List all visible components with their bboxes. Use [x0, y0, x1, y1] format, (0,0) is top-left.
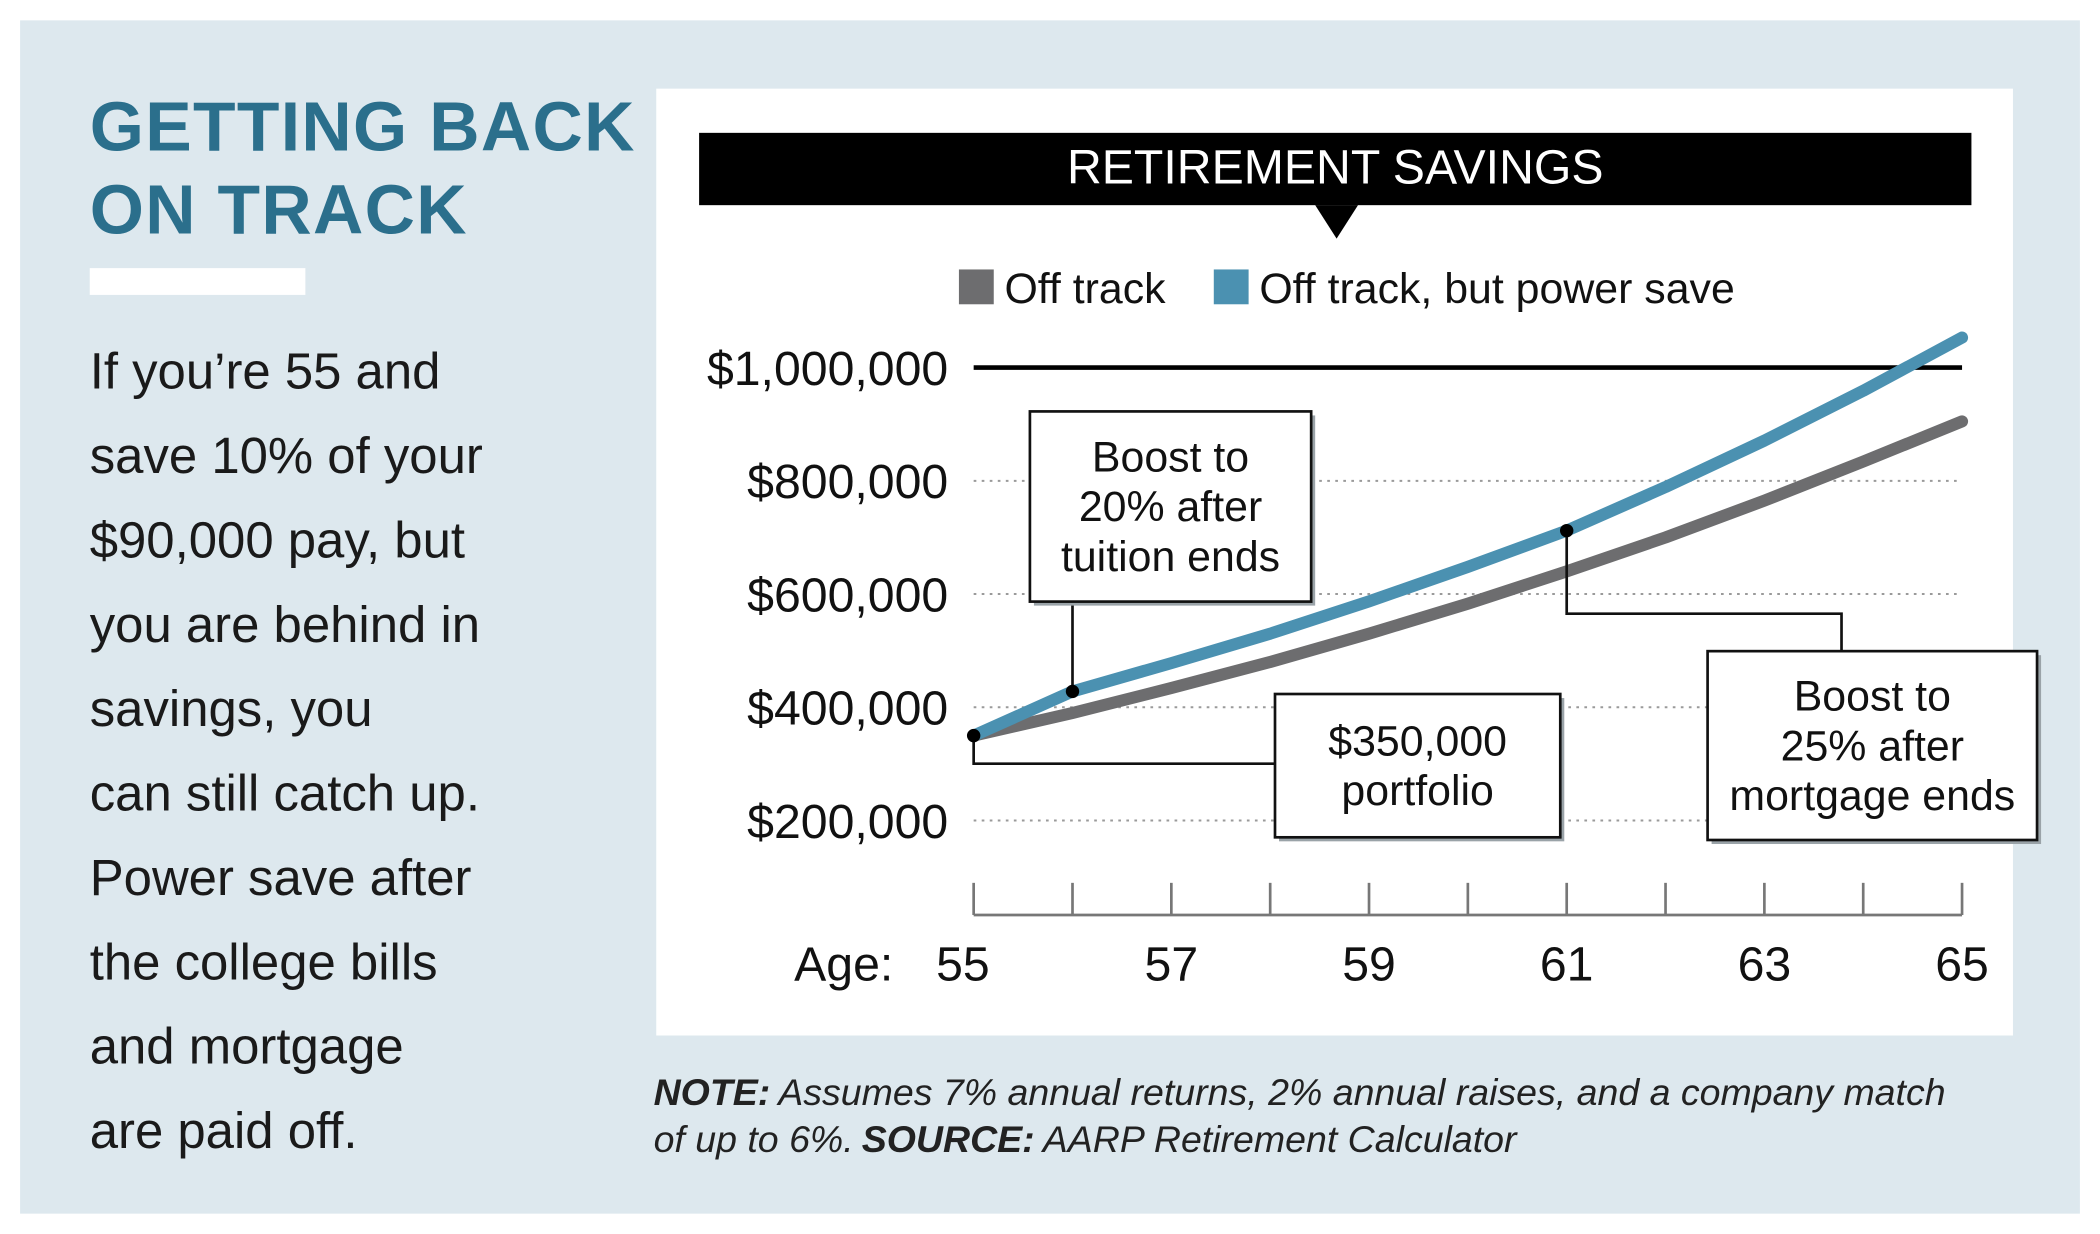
sidebar-title: GETTING BACK — [90, 87, 636, 165]
legend-label: Off track — [1004, 265, 1166, 313]
annotation-point — [1560, 523, 1574, 538]
title-rule — [89, 268, 306, 295]
annotation-text: tuition ends — [1061, 533, 1280, 581]
note-line: NOTE: Assumes 7% annual returns, 2% annua… — [654, 1071, 1946, 1113]
sidebar-body: are paid off. — [90, 1102, 358, 1159]
annotation-text: mortgage ends — [1729, 772, 2015, 820]
annotation-text: Boost to — [1794, 673, 1951, 721]
legend-label: Off track, but power save — [1259, 265, 1734, 313]
sidebar-body: If you’re 55 and — [90, 343, 441, 400]
sidebar-body: you are behind in — [90, 596, 480, 653]
annotation-box — [1028, 410, 1313, 603]
sidebar-body: $90,000 pay, but — [90, 511, 465, 568]
source-label: SOURCE: — [862, 1118, 1035, 1160]
sidebar-body: and mortgage — [90, 1018, 404, 1075]
annotation-leader — [972, 735, 1275, 765]
note-label: NOTE: — [654, 1071, 771, 1113]
y-tick-label: $1,000,000 — [707, 342, 948, 396]
annotation-text: 20% after — [1079, 483, 1262, 531]
annotation-leader — [1565, 530, 1843, 652]
title-pointer — [1315, 205, 1359, 239]
x-tick-label: 63 — [1738, 938, 1792, 992]
x-tick-label: 57 — [1145, 938, 1199, 992]
y-tick-label: $400,000 — [747, 682, 948, 736]
annotation-text: $350,000 — [1328, 718, 1507, 766]
note: NOTE: Assumes 7% annual returns, 2% annua… — [654, 1071, 1946, 1160]
y-tick-label: $600,000 — [747, 568, 948, 622]
series-line — [967, 415, 1969, 742]
annotation-text: Boost to — [1092, 434, 1249, 482]
sidebar-body: savings, you — [90, 680, 373, 737]
annotation-text: 25% after — [1781, 722, 1964, 770]
annotation-point — [1065, 684, 1080, 699]
y-tick-label: $200,000 — [747, 795, 948, 849]
sidebar-title: ON TRACK — [90, 170, 468, 248]
chart-card — [656, 88, 2013, 1036]
note-text: of up to 6%. — [654, 1118, 854, 1160]
annotation-box — [1273, 692, 1562, 839]
annotation-point — [966, 728, 981, 743]
legend-swatch — [958, 269, 994, 305]
sidebar-body: the college bills — [90, 933, 438, 990]
note-text: Assumes 7% annual returns, 2% annual rai… — [776, 1071, 1945, 1113]
note-line: of up to 6%. SOURCE: AARP Retirement Calcu… — [654, 1118, 1518, 1160]
x-axis-label: Age: — [794, 938, 893, 992]
annotation-text: portfolio — [1341, 767, 1493, 815]
sidebar-body: can still catch up. — [90, 765, 480, 822]
annotation-box — [1706, 649, 2039, 842]
legend-swatch — [1213, 269, 1249, 305]
x-tick-label: 61 — [1540, 938, 1594, 992]
sidebar-body: Power save after — [90, 849, 472, 906]
x-tick-label: 55 — [936, 938, 990, 992]
title-bar — [699, 132, 1972, 206]
source-text: AARP Retirement Calculator — [1041, 1118, 1518, 1160]
x-tick-label: 65 — [1935, 938, 1989, 992]
chart-title: RETIREMENT SAVINGS — [1067, 141, 1604, 195]
series-line — [967, 331, 1969, 742]
x-tick-label: 59 — [1342, 938, 1396, 992]
y-tick-label: $800,000 — [747, 455, 948, 509]
sidebar-body: save 10% of your — [90, 427, 483, 484]
